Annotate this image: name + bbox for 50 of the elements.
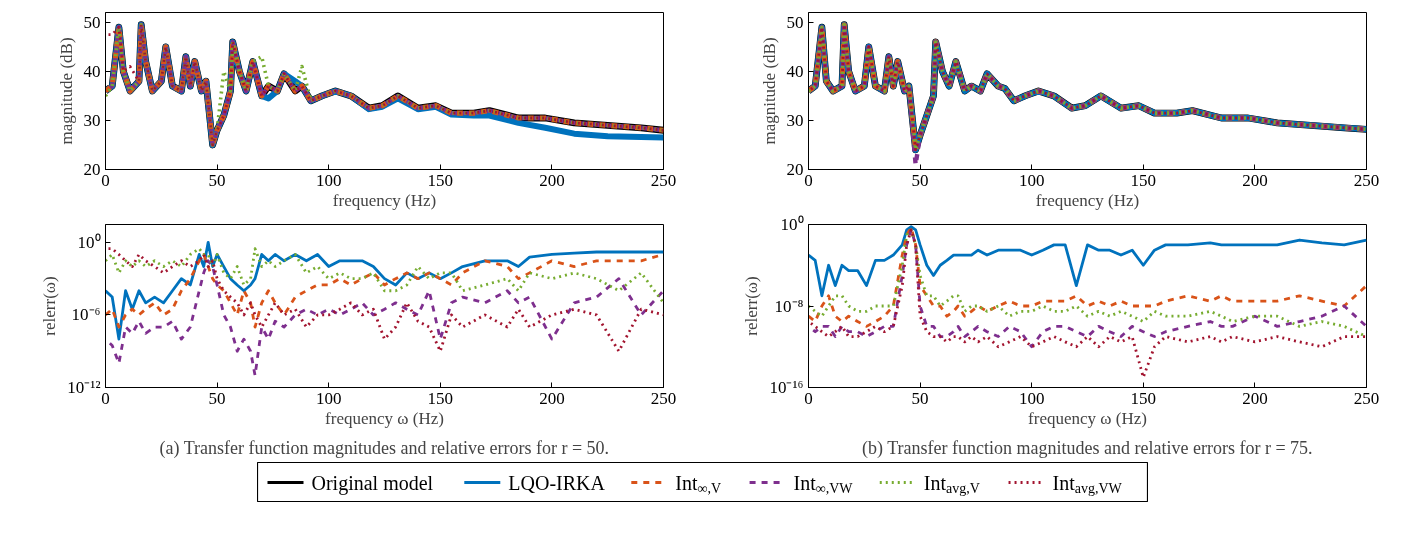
y-tick-label: 10⁻¹⁶ [769, 378, 804, 397]
x-tick-label: 0 [101, 388, 110, 408]
x-tick-label: 0 [804, 388, 813, 408]
y-tick-label: 20 [786, 160, 804, 179]
x-axis-title: frequency ω (Hz) [1028, 408, 1147, 428]
x-tick-label: 50 [911, 170, 929, 190]
x-tick-label: 100 [1018, 388, 1045, 408]
x-tick-label: 100 [1018, 170, 1045, 190]
x-axis-title: frequency ω (Hz) [325, 408, 444, 428]
x-tick-label: 100 [315, 170, 342, 190]
y-axis-title: relerr(ω) [40, 276, 60, 336]
x-tick-label: 200 [539, 170, 565, 190]
x-tick-label: 200 [1242, 388, 1268, 408]
x-tick-label: 150 [1130, 170, 1157, 190]
x-tick-label: 150 [427, 388, 454, 408]
y-axis-title: magnitude (dB) [759, 37, 779, 145]
x-tick-label: 200 [1242, 170, 1268, 190]
y-tick-label: 10⁰ [77, 232, 101, 252]
x-tick-label: 100 [315, 388, 342, 408]
x-tick-label: 150 [1130, 388, 1157, 408]
text: (a) Transfer function magnitudes and relative errors for r = 50. [159, 437, 610, 459]
x-tick-label: 50 [208, 170, 226, 190]
x-tick-label: 250 [650, 388, 677, 408]
y-axis-title: relerr(ω) [742, 276, 762, 336]
text: (b) Transfer function magnitudes and relative errors for r = 75. [862, 437, 1313, 459]
y-tick-label: 10⁻⁶ [71, 305, 101, 325]
legend-label: Original model [311, 471, 434, 495]
x-tick-label: 0 [101, 170, 110, 190]
x-tick-label: 200 [539, 388, 565, 408]
y-tick-label: 10⁻¹² [67, 378, 101, 397]
y-tick-label: 20 [83, 160, 101, 179]
x-tick-label: 250 [1353, 170, 1380, 190]
x-tick-label: 50 [208, 388, 226, 408]
y-axis-title: magnitude (dB) [56, 37, 76, 145]
y-tick-label: 40 [786, 61, 804, 81]
y-tick-label: 30 [786, 110, 804, 130]
y-tick-label: 50 [786, 12, 804, 32]
y-tick-label: 40 [83, 61, 101, 81]
x-axis-title: frequency (Hz) [1035, 190, 1140, 210]
x-axis-title: frequency (Hz) [332, 190, 437, 210]
x-tick-label: 50 [911, 388, 929, 408]
y-tick-label: 30 [83, 110, 101, 130]
legend-label: LQO-IRKA [508, 471, 606, 494]
x-tick-label: 150 [427, 170, 454, 190]
x-tick-label: 250 [1353, 388, 1380, 408]
y-tick-label: 50 [83, 12, 101, 32]
x-tick-label: 250 [650, 170, 677, 190]
y-tick-label: 10⁰ [780, 215, 804, 234]
x-tick-label: 0 [804, 170, 813, 190]
y-tick-label: 10⁻⁸ [774, 296, 804, 316]
